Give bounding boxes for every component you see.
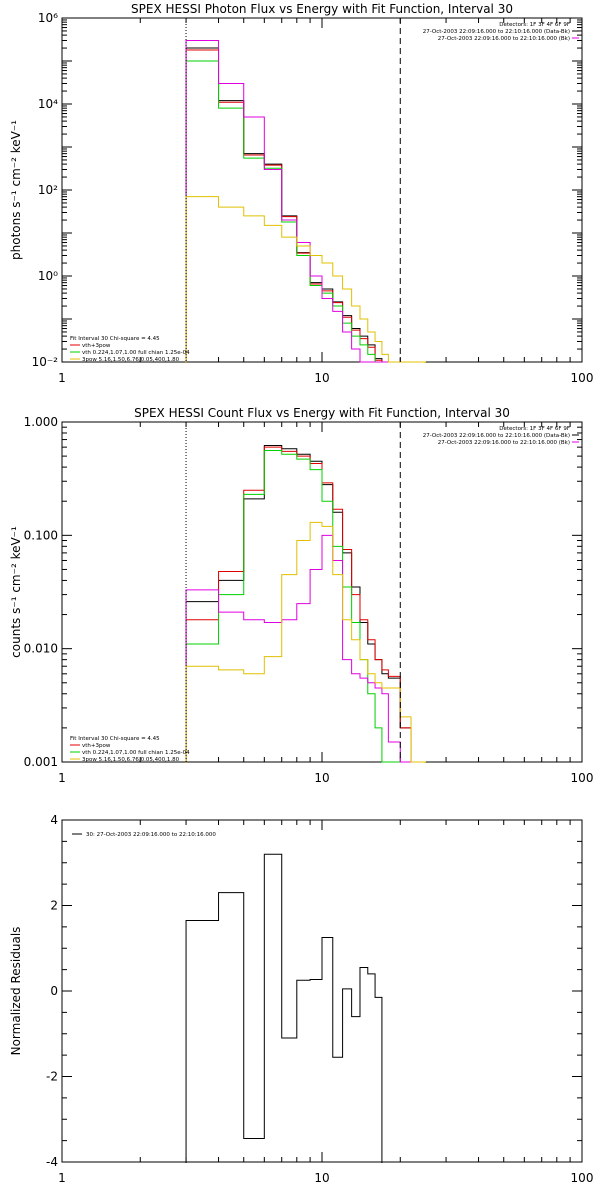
chart-panel-3: 1 10 100 -4 -2 0 2 4 Normalized Residuals 30: 27-… xyxy=(9,813,593,1185)
series-4-line xyxy=(185,39,426,363)
x-tick-label: 100 xyxy=(571,1171,594,1185)
series-1-line xyxy=(185,853,383,1163)
y-tick-label: 10⁴ xyxy=(38,97,58,111)
legend-left-text: 3pow 5.16,1.50,6.76,0.05,400,1.80 xyxy=(82,757,180,763)
x-tick-label: 10 xyxy=(314,1171,329,1185)
y-axis-label: Normalized Residuals xyxy=(9,927,23,1056)
y-axis-label: photons s⁻¹ cm⁻² keV⁻¹ xyxy=(9,120,23,260)
x-tick-label: 1 xyxy=(58,1171,66,1185)
legend-left-text: 30: 27-Oct-2003 22:09:16.000 to 22:10:16… xyxy=(86,832,216,838)
y-tick-label: -2 xyxy=(46,1070,58,1084)
y-tick-label: 0.010 xyxy=(24,642,58,656)
y-tick-label: -4 xyxy=(46,1155,58,1169)
chart-title: SPEX HESSI Count Flux vs Energy with Fit… xyxy=(134,406,510,420)
y-tick-label: 10⁰ xyxy=(38,269,58,283)
x-tick-label: 1 xyxy=(58,371,66,385)
y-tick-label: 1.000 xyxy=(24,415,58,429)
legend-left-text: Fit Interval 30 Chi-square = 4.45 xyxy=(70,336,160,342)
legend-right-text: 27-Oct-2003 22:09:16.000 to 22:10:16.000… xyxy=(438,440,570,446)
y-tick-label: 10⁶ xyxy=(38,11,58,25)
x-tick-label: 100 xyxy=(571,771,594,785)
y-tick-label: 0.001 xyxy=(24,755,58,769)
y-tick-label: 10² xyxy=(38,183,58,197)
chart-panel-2: SPEX HESSI Count Flux vs Energy with Fit… xyxy=(9,406,593,785)
legend-left-text: vth+3pow xyxy=(82,743,111,749)
legend-left-text: vth 0.224,1.07,1.00 full chian 1.25e-04 xyxy=(82,350,190,356)
x-tick-label: 10 xyxy=(314,371,329,385)
series-5-line xyxy=(185,196,426,363)
legend-left-text: 3pow 5.16,1.50,6.76,0.05,400,1.80 xyxy=(82,357,180,363)
y-tick-label: 0.100 xyxy=(24,528,58,542)
legend-right-text: 27-Oct-2003 22:09:16.000 to 22:10:16.000… xyxy=(423,433,570,439)
y-tick-label: 0 xyxy=(50,984,58,998)
series-4-line xyxy=(185,534,426,763)
y-tick-label: 10⁻² xyxy=(32,355,59,369)
y-axis-label: counts s⁻¹ cm⁻² keV⁻¹ xyxy=(9,526,23,658)
series-5-line xyxy=(185,521,426,763)
legend-left-text: vth 0.224,1.07,1.00 full chian 1.25e-04 xyxy=(82,750,190,756)
y-tick-label: 4 xyxy=(50,813,58,827)
x-tick-label: 1 xyxy=(58,771,66,785)
x-tick-label: 10 xyxy=(314,771,329,785)
legend-left-text: Fit Interval 30 Chi-square = 4.45 xyxy=(70,736,160,742)
chart-title: SPEX HESSI Photon Flux vs Energy with Fi… xyxy=(131,2,513,16)
legend-right-text: 27-Oct-2003 22:09:16.000 to 22:10:16.000… xyxy=(438,36,570,42)
x-tick-label: 100 xyxy=(571,371,594,385)
chart-panel-1: SPEX HESSI Photon Flux vs Energy with Fi… xyxy=(9,2,593,385)
y-tick-label: 2 xyxy=(50,899,58,913)
legend-right-text: 27-Oct-2003 22:09:16.000 to 22:10:16.000… xyxy=(423,29,570,35)
legend-right-text: Detectors: 1F 3F 4F 6F 9F xyxy=(499,426,570,432)
legend-right-text: Detectors: 1F 3F 4F 6F 9F xyxy=(499,22,570,28)
legend-left-text: vth+3pow xyxy=(82,343,111,349)
